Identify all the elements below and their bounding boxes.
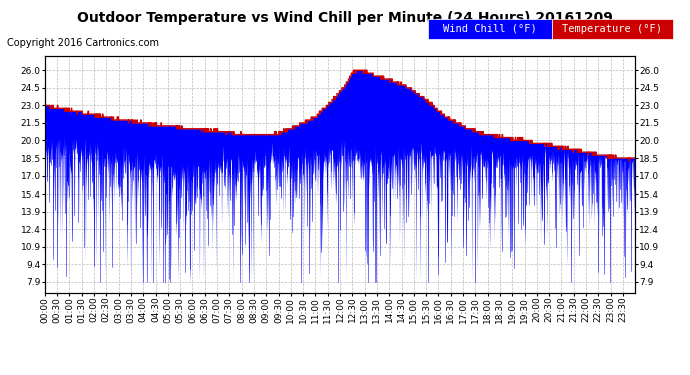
Text: Outdoor Temperature vs Wind Chill per Minute (24 Hours) 20161209: Outdoor Temperature vs Wind Chill per Mi… [77,11,613,25]
Text: Wind Chill (°F): Wind Chill (°F) [443,24,537,34]
Text: Temperature (°F): Temperature (°F) [562,24,662,34]
Text: Copyright 2016 Cartronics.com: Copyright 2016 Cartronics.com [7,38,159,48]
